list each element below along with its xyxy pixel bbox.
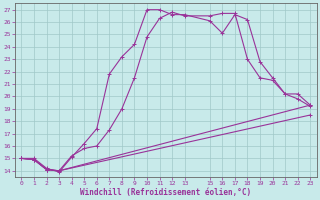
X-axis label: Windchill (Refroidissement éolien,°C): Windchill (Refroidissement éolien,°C) [80, 188, 252, 197]
